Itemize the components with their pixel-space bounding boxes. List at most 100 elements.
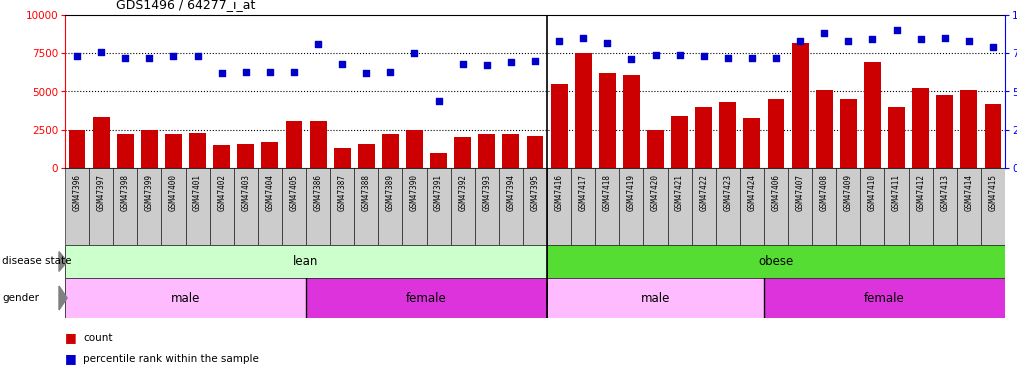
Polygon shape: [59, 286, 67, 310]
Text: GSM47423: GSM47423: [723, 174, 732, 211]
Bar: [740, 168, 764, 245]
Bar: [237, 144, 254, 168]
Text: GSM47409: GSM47409: [844, 174, 853, 211]
Bar: [406, 130, 423, 168]
Bar: [623, 75, 640, 168]
Text: GSM47424: GSM47424: [747, 174, 757, 211]
Bar: [619, 168, 644, 245]
Point: [937, 35, 953, 41]
Bar: [475, 168, 499, 245]
Text: obese: obese: [759, 255, 793, 268]
Text: male: male: [641, 291, 670, 304]
Point: [840, 38, 856, 44]
Bar: [502, 134, 520, 168]
Bar: [764, 278, 1005, 318]
Text: GSM47419: GSM47419: [626, 174, 636, 211]
Bar: [354, 168, 378, 245]
Text: GSM47398: GSM47398: [121, 174, 130, 211]
Bar: [960, 90, 977, 168]
Bar: [644, 168, 667, 245]
Text: count: count: [83, 333, 113, 343]
Text: GSM47405: GSM47405: [290, 174, 298, 211]
Bar: [595, 168, 619, 245]
Bar: [162, 168, 185, 245]
Text: GSM47388: GSM47388: [362, 174, 371, 211]
Bar: [358, 144, 374, 168]
Bar: [768, 99, 784, 168]
Point: [502, 59, 519, 65]
Text: GSM47416: GSM47416: [554, 174, 563, 211]
Point: [792, 38, 809, 44]
Point: [599, 39, 615, 45]
Bar: [89, 168, 113, 245]
Text: GSM47421: GSM47421: [675, 174, 684, 211]
Bar: [137, 168, 162, 245]
Bar: [692, 168, 716, 245]
Text: ■: ■: [65, 352, 76, 365]
Bar: [719, 102, 736, 168]
Bar: [572, 168, 595, 245]
Bar: [331, 168, 354, 245]
Point: [117, 55, 133, 61]
Text: GSM47406: GSM47406: [772, 174, 780, 211]
Bar: [816, 90, 833, 168]
Bar: [65, 245, 547, 278]
Bar: [65, 278, 306, 318]
Bar: [117, 134, 133, 168]
Bar: [647, 130, 664, 168]
Text: GSM47403: GSM47403: [241, 174, 250, 211]
Bar: [451, 168, 475, 245]
Point: [334, 61, 350, 67]
Point: [648, 52, 664, 58]
Bar: [984, 104, 1002, 168]
Bar: [937, 94, 953, 168]
Bar: [185, 168, 210, 245]
Bar: [840, 99, 856, 168]
Text: GSM47418: GSM47418: [603, 174, 612, 211]
Point: [889, 27, 905, 33]
Point: [455, 61, 471, 67]
Text: GSM47422: GSM47422: [700, 174, 708, 211]
Bar: [306, 168, 331, 245]
Bar: [527, 136, 543, 168]
Text: GSM47392: GSM47392: [459, 174, 467, 211]
Point: [310, 41, 326, 47]
Text: GSM47386: GSM47386: [313, 174, 322, 211]
Point: [816, 30, 832, 36]
Bar: [743, 118, 761, 168]
Bar: [210, 168, 234, 245]
Point: [69, 53, 85, 59]
Bar: [764, 168, 788, 245]
Bar: [334, 148, 351, 168]
Bar: [234, 168, 258, 245]
Point: [575, 35, 591, 41]
Point: [214, 70, 230, 76]
Bar: [575, 53, 592, 168]
Bar: [836, 168, 860, 245]
Point: [623, 56, 640, 62]
Point: [720, 55, 736, 61]
Point: [382, 69, 399, 75]
Bar: [478, 134, 495, 168]
Bar: [523, 168, 547, 245]
Point: [407, 50, 423, 56]
Point: [141, 55, 158, 61]
Bar: [68, 130, 85, 168]
Bar: [547, 278, 764, 318]
Text: GSM47410: GSM47410: [868, 174, 877, 211]
Bar: [426, 168, 451, 245]
Text: GSM47399: GSM47399: [144, 174, 154, 211]
Bar: [813, 168, 836, 245]
Text: GSM47394: GSM47394: [506, 174, 516, 211]
Text: disease state: disease state: [2, 256, 71, 267]
Bar: [791, 42, 809, 168]
Bar: [671, 116, 689, 168]
Text: GSM47412: GSM47412: [916, 174, 925, 211]
Point: [961, 38, 977, 44]
Text: GSM47415: GSM47415: [989, 174, 998, 211]
Point: [768, 55, 784, 61]
Bar: [860, 168, 885, 245]
Bar: [888, 107, 905, 168]
Text: GDS1496 / 64277_i_at: GDS1496 / 64277_i_at: [116, 0, 255, 11]
Point: [912, 36, 929, 42]
